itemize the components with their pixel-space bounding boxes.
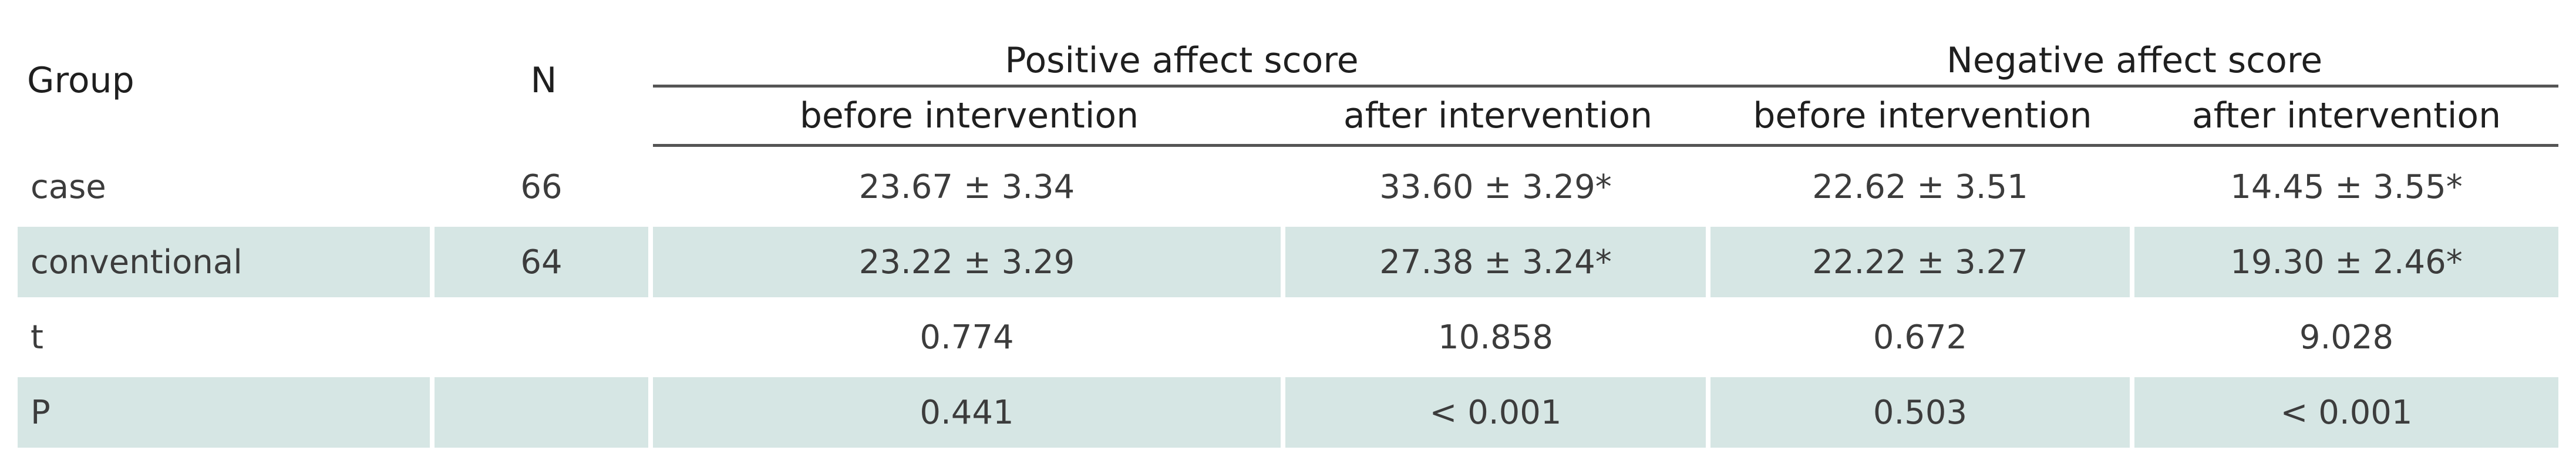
table-row: conventional 64 23.22 ± 3.29 27.38 ± 3.2… <box>18 222 2559 297</box>
positive-before-header: before intervention <box>653 88 1285 147</box>
negative-before-cell: 0.503 <box>1710 372 2135 448</box>
positive-after-cell: 10.858 <box>1285 297 1711 372</box>
positive-after-header: after intervention <box>1285 88 1711 147</box>
group-cell: conventional <box>18 222 435 297</box>
positive-after-cell: 27.38 ± 3.24* <box>1285 222 1711 297</box>
positive-after-cell: < 0.001 <box>1285 372 1711 448</box>
group-cell: t <box>18 297 435 372</box>
n-cell <box>435 297 653 372</box>
positive-affect-header: Positive affect score <box>653 18 1711 88</box>
positive-after-cell: 33.60 ± 3.29* <box>1285 147 1711 222</box>
positive-before-cell: 23.22 ± 3.29 <box>653 222 1285 297</box>
n-cell: 64 <box>435 222 653 297</box>
header-row-top: Group N Positive affect score Negative a… <box>18 18 2559 101</box>
negative-before-cell: 22.62 ± 3.51 <box>1710 147 2135 222</box>
n-column-header: N <box>530 60 557 101</box>
positive-before-cell: 23.67 ± 3.34 <box>653 147 1285 222</box>
table-row: P 0.441 < 0.001 0.503 < 0.001 <box>18 372 2559 448</box>
group-cell: case <box>18 147 435 222</box>
table-row: t 0.774 10.858 0.672 9.028 <box>18 297 2559 372</box>
negative-after-cell: 14.45 ± 3.55* <box>2134 147 2559 222</box>
negative-affect-header: Negative affect score <box>1710 18 2559 88</box>
positive-before-cell: 0.774 <box>653 297 1285 372</box>
header-row-bottom: before intervention after intervention b… <box>18 88 2559 147</box>
results-table: Group N Positive affect score Negative a… <box>18 18 2559 448</box>
group-column-header: Group <box>27 60 134 101</box>
table-row: case 66 23.67 ± 3.34 33.60 ± 3.29* 22.62… <box>18 147 2559 222</box>
group-cell: P <box>18 372 435 448</box>
negative-after-cell: 9.028 <box>2134 297 2559 372</box>
negative-after-cell: < 0.001 <box>2134 372 2559 448</box>
negative-before-cell: 0.672 <box>1710 297 2135 372</box>
n-cell: 66 <box>435 147 653 222</box>
negative-after-header: after intervention <box>2134 88 2559 147</box>
table-header: Group N Positive affect score Negative a… <box>18 18 2559 147</box>
negative-before-header: before intervention <box>1710 88 2135 147</box>
positive-before-cell: 0.441 <box>653 372 1285 448</box>
table-body: case 66 23.67 ± 3.34 33.60 ± 3.29* 22.62… <box>18 147 2559 448</box>
negative-before-cell: 22.22 ± 3.27 <box>1710 222 2135 297</box>
n-cell <box>435 372 653 448</box>
negative-after-cell: 19.30 ± 2.46* <box>2134 222 2559 297</box>
